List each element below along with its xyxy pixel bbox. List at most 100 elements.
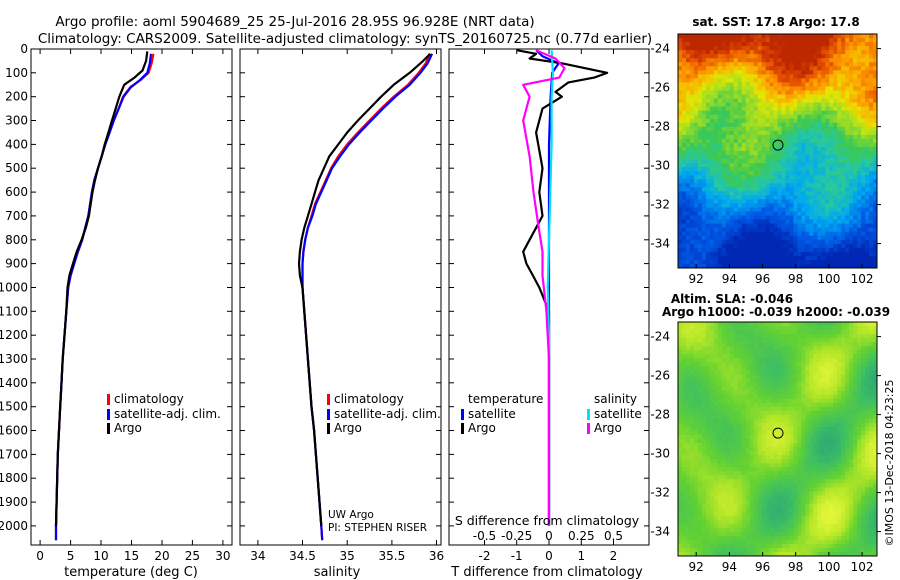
map-cell bbox=[753, 358, 758, 363]
map-cell bbox=[701, 459, 707, 464]
map-cell bbox=[809, 66, 814, 71]
map-cell bbox=[797, 426, 802, 432]
map-cell bbox=[741, 179, 747, 184]
map-cell bbox=[853, 386, 858, 391]
map-cell bbox=[733, 358, 739, 363]
map-cell bbox=[789, 342, 794, 347]
map-cell bbox=[809, 183, 814, 188]
map-cell bbox=[845, 70, 850, 75]
map-cell bbox=[805, 215, 810, 220]
map-cell bbox=[685, 354, 691, 359]
map-cell bbox=[685, 443, 691, 448]
map-cell bbox=[689, 155, 695, 160]
map-cell bbox=[845, 62, 850, 67]
map-cell bbox=[865, 199, 870, 204]
map-cell bbox=[765, 386, 770, 391]
map-cell bbox=[853, 74, 858, 79]
map-cell bbox=[861, 179, 866, 184]
map-x-tick-label: 100 bbox=[817, 272, 840, 286]
map-cell bbox=[845, 402, 850, 408]
map-cell bbox=[841, 386, 846, 391]
map-cell bbox=[809, 251, 814, 257]
map-cell bbox=[773, 191, 778, 196]
map-cell bbox=[737, 94, 743, 99]
map-cell bbox=[717, 398, 723, 404]
map-cell bbox=[741, 439, 747, 444]
map-cell bbox=[821, 102, 826, 108]
map-cell bbox=[757, 394, 762, 400]
map-cell bbox=[749, 163, 755, 168]
depth-axis: 0100200300400500600700800900100011001200… bbox=[0, 42, 28, 533]
map-cell bbox=[857, 86, 862, 91]
map-cell bbox=[865, 394, 870, 400]
map-cell bbox=[689, 378, 695, 383]
map-cell bbox=[705, 463, 711, 468]
map-cell bbox=[845, 326, 850, 331]
map-cell bbox=[717, 386, 723, 391]
map-cell bbox=[678, 350, 683, 355]
map-cell bbox=[741, 418, 747, 424]
map-cell bbox=[813, 219, 818, 225]
map-cell bbox=[869, 102, 874, 108]
map-cell bbox=[781, 410, 786, 416]
map-cell bbox=[681, 66, 687, 71]
map-cell bbox=[801, 86, 806, 91]
map-cell bbox=[757, 102, 762, 108]
map-cell bbox=[681, 255, 687, 261]
map-cell bbox=[701, 46, 707, 51]
map-cell bbox=[709, 66, 715, 71]
map-cell bbox=[721, 426, 727, 432]
map-cell bbox=[678, 78, 683, 83]
map-cell bbox=[689, 203, 695, 208]
map-cell bbox=[849, 215, 854, 220]
map-cell bbox=[797, 430, 802, 436]
map-cell bbox=[821, 227, 826, 233]
map-cell bbox=[761, 382, 766, 387]
map-cell bbox=[833, 326, 838, 331]
map-cell bbox=[861, 426, 866, 432]
map-cell bbox=[697, 86, 703, 91]
map-cell bbox=[821, 342, 826, 347]
map-cell bbox=[861, 334, 866, 339]
map-cell bbox=[873, 82, 878, 87]
map-cell bbox=[789, 82, 794, 87]
map-cell bbox=[745, 98, 751, 103]
map-cell bbox=[805, 42, 810, 47]
map-cell bbox=[769, 78, 774, 83]
map-cell bbox=[681, 126, 687, 132]
map-cell bbox=[773, 118, 778, 124]
map-cell bbox=[697, 414, 703, 420]
map-cell bbox=[785, 187, 790, 192]
map-cell bbox=[857, 203, 862, 208]
map-cell bbox=[737, 390, 743, 396]
map-cell bbox=[853, 398, 858, 404]
map-cell bbox=[725, 219, 731, 225]
map-cell bbox=[853, 330, 858, 335]
map-cell bbox=[873, 163, 878, 168]
map-cell bbox=[717, 46, 723, 51]
map-cell bbox=[749, 338, 755, 343]
map-cell bbox=[805, 195, 810, 200]
temperature-lines bbox=[54, 51, 155, 541]
map-cell bbox=[793, 118, 798, 124]
map-cell bbox=[781, 62, 786, 67]
map-cell bbox=[761, 114, 766, 120]
map-cell bbox=[681, 167, 687, 172]
map-cell bbox=[681, 98, 687, 103]
map-cell bbox=[681, 163, 687, 168]
map-cell bbox=[853, 118, 858, 124]
map-cell bbox=[741, 38, 747, 43]
map-cell bbox=[841, 239, 846, 245]
map-cell bbox=[737, 426, 743, 432]
map-cell bbox=[861, 443, 866, 448]
map-cell bbox=[757, 142, 762, 148]
map-cell bbox=[797, 46, 802, 51]
map-cell bbox=[765, 223, 770, 229]
map-cell bbox=[689, 346, 695, 351]
map-cell bbox=[745, 159, 751, 164]
map-cell bbox=[701, 410, 707, 416]
map-cell bbox=[841, 378, 846, 383]
map-cell bbox=[717, 110, 723, 116]
map-cell bbox=[745, 422, 751, 428]
map-cell bbox=[749, 231, 755, 237]
